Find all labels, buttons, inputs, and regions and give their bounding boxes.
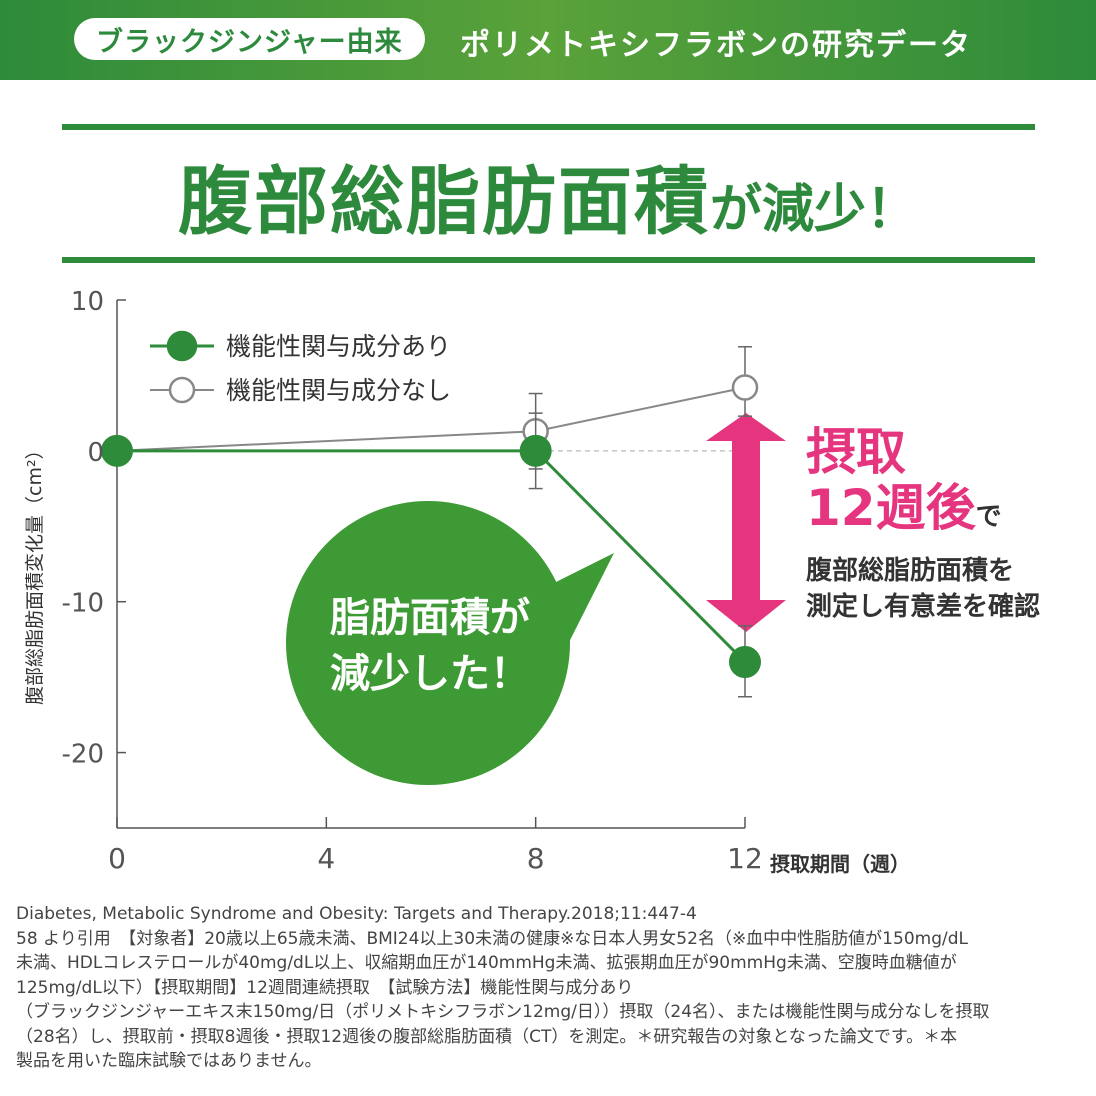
- headline: 腹部総脂肪面積が減少！: [0, 142, 1096, 249]
- footnote-line: Diabetes, Metabolic Syndrome and Obesity…: [16, 904, 697, 924]
- legend-marker: [166, 330, 198, 362]
- x-tick-label: 12: [727, 842, 763, 875]
- footnote-line: 製品を用いた臨床試験ではありません。: [16, 1051, 322, 1071]
- header-banner: ブラックジンジャー由来 ポリメトキシフラボンの研究データ: [0, 0, 1096, 80]
- data-point: [101, 434, 133, 467]
- header-pill: ブラックジンジャー由来: [74, 18, 425, 60]
- footnote-line: （ブラックジンジャーエキス末150mg/日（ポリメトキシフラボン12mg/日））…: [16, 1002, 990, 1022]
- bubble-line-2: 減少した！: [330, 651, 530, 697]
- footnote-line: （28名）し、摂取前・摂取8週後・摂取12週後の腹部総脂肪面積（CT）を測定。＊…: [16, 1026, 958, 1047]
- bubble-circle: [286, 501, 570, 785]
- legend-label: 機能性関与成分なし: [226, 376, 451, 405]
- callout-line-1: 摂取: [806, 423, 906, 481]
- footnote-line: 125mg/dL以下）【摂取期間】12週間連続摂取 【試験方法】機能性関与成分あ…: [16, 977, 634, 998]
- bubble-text: 脂肪面積が 減少した！: [300, 590, 560, 702]
- header-title: ポリメトキシフラボンの研究データ: [460, 28, 972, 63]
- callout-line-2-suffix: で: [975, 502, 1002, 532]
- y-axis-label: 腹部総脂肪面積変化量（cm²）: [24, 440, 46, 705]
- x-axis-label: 摂取期間（週）: [770, 852, 910, 876]
- double-arrow: [706, 413, 786, 632]
- footnote-line: 未満、HDLコレステロールが40mg/dL以上、収縮期血圧が140mmHg未満、…: [16, 953, 957, 973]
- speech-bubble: [286, 501, 614, 785]
- callout-line-4: 測定し有意差を確認: [806, 592, 1041, 622]
- y-tick-label: -20: [62, 740, 104, 770]
- y-tick-label: 0: [87, 438, 104, 468]
- data-point: [519, 434, 552, 467]
- x-tick-label: 0: [108, 842, 126, 875]
- callout-line-2: 12週後: [806, 479, 976, 537]
- headline-bottom-rule: [62, 257, 1035, 263]
- data-point: [729, 646, 761, 679]
- callout-line-3: 腹部総脂肪面積を: [806, 556, 1015, 586]
- headline-main: 腹部総脂肪面積: [177, 159, 710, 245]
- callout-text: 摂取 12週後で 腹部総脂肪面積を 測定し有意差を確認: [806, 424, 1076, 625]
- chart-tick-labels: 10 0 -10 -20 0 4 8 12: [62, 287, 763, 875]
- x-tick-label: 8: [527, 842, 545, 875]
- headline-top-rule: [62, 124, 1035, 130]
- x-tick-label: 4: [317, 842, 335, 875]
- series-0: [101, 412, 761, 698]
- chart-series: [101, 346, 761, 698]
- data-point: [731, 374, 759, 401]
- footnote-line: 58 より引用 【対象者】20歳以上65歳未満、BMI24以上30未満の健康※な…: [16, 928, 968, 949]
- bubble-line-1: 脂肪面積が: [330, 595, 530, 641]
- legend-marker: [168, 376, 196, 404]
- y-tick-label: -10: [62, 589, 104, 619]
- legend-label: 機能性関与成分あり: [226, 332, 451, 361]
- y-tick-label: 10: [71, 287, 104, 317]
- footnote: Diabetes, Metabolic Syndrome and Obesity…: [16, 902, 1082, 1074]
- headline-suffix: が減少！: [709, 180, 918, 240]
- difference-arrow: [706, 413, 786, 632]
